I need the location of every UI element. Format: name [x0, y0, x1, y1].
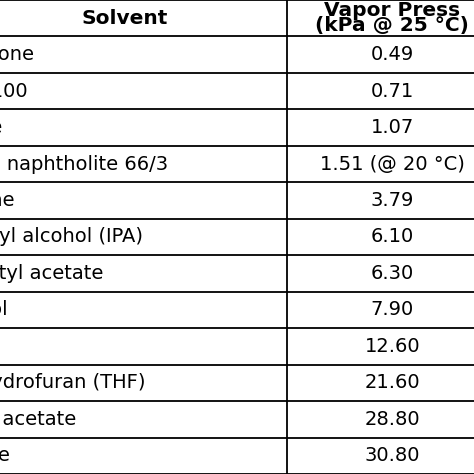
- Text: 30.80: 30.80: [365, 446, 420, 465]
- Text: 1.51 (@ 20 °C): 1.51 (@ 20 °C): [320, 155, 465, 173]
- Text: uene: uene: [0, 191, 15, 210]
- Text: Solvent: Solvent: [81, 9, 168, 28]
- Text: 7.90: 7.90: [371, 301, 414, 319]
- Text: 1.07: 1.07: [371, 118, 414, 137]
- Text: (kPa @ 25 °C): (kPa @ 25 °C): [315, 16, 469, 35]
- Text: 12.60: 12.60: [365, 337, 420, 356]
- Text: 21.60: 21.60: [365, 374, 420, 392]
- Text: -butyl acetate: -butyl acetate: [0, 264, 103, 283]
- Text: hyl acetate: hyl acetate: [0, 410, 76, 429]
- Text: ohydrofuran (THF): ohydrofuran (THF): [0, 374, 146, 392]
- Text: tanone: tanone: [0, 45, 35, 64]
- Text: 3.79: 3.79: [371, 191, 414, 210]
- Text: 28.80: 28.80: [365, 410, 420, 429]
- Text: 6.30: 6.30: [371, 264, 414, 283]
- Text: 0.71: 0.71: [371, 82, 414, 100]
- Text: tone: tone: [0, 446, 11, 465]
- Text: ol 100: ol 100: [0, 82, 27, 100]
- Text: anol: anol: [0, 301, 9, 319]
- Text: Vapor Press: Vapor Press: [324, 1, 460, 20]
- Text: ropyl alcohol (IPA): ropyl alcohol (IPA): [0, 228, 143, 246]
- Text: 6.10: 6.10: [371, 228, 414, 246]
- Text: ene: ene: [0, 118, 3, 137]
- Text: cial naphtholite 66/3: cial naphtholite 66/3: [0, 155, 168, 173]
- Text: 0.49: 0.49: [371, 45, 414, 64]
